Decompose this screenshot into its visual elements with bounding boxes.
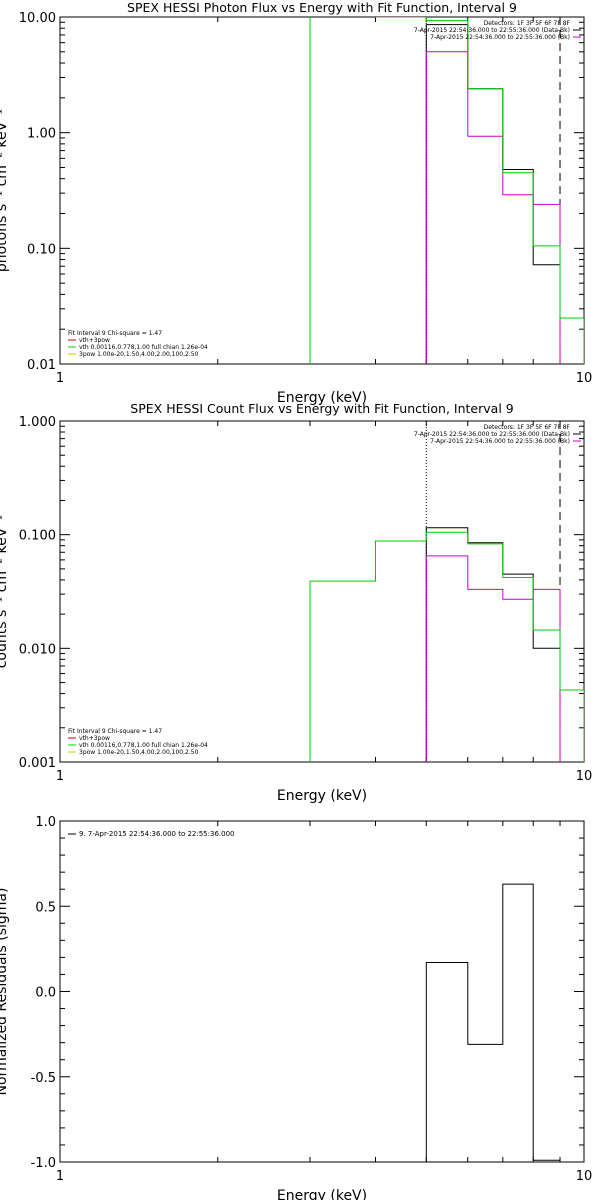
y-tick-label: -1.0: [31, 1156, 56, 1171]
y-tick-label: 0.010: [19, 642, 56, 657]
y-tick-label: 10.00: [19, 11, 56, 26]
legend-entry: Detectors: 1F 3F 5F 6F 7F 8F: [484, 424, 571, 431]
series-line-1: [425, 527, 561, 762]
plot-frame: [59, 420, 585, 763]
chart-panel-3: 1 10 Energy (keV) -1.0 -0.5 0.0 0.5 1.0 Normaliz…: [0, 815, 592, 1200]
x-tick-label: 1: [56, 371, 64, 386]
chart-panel-1: SPEX HESSI Photon Flux vs Energy with Fi…: [0, 0, 592, 406]
legend-entry: 7-Apr-2015 22:54:36.000 to 22:55:36.000 …: [430, 34, 570, 41]
y-tick-label: 0.0: [35, 986, 56, 1001]
y-tick-label: 0.001: [19, 756, 56, 771]
series-line-3: [309, 531, 584, 762]
series-line-1: [425, 24, 561, 364]
y-tick-label: 0.5: [35, 900, 56, 915]
chart-panel-2: SPEX HESSI Count Flux vs Energy with Fit…: [0, 401, 592, 804]
y-axis-label: counts s⁻¹ cm⁻² keV⁻¹: [0, 515, 10, 669]
y-axis-label: photons s⁻¹ cm⁻² keV⁻¹: [0, 109, 10, 272]
y-tick-label: 1.000: [19, 415, 56, 430]
x-tick-label: 10: [576, 371, 593, 386]
legend-entry: 3pow 1.00e-20,1.50,4.00,2.00,100,2.50: [79, 351, 199, 358]
y-tick-label: 1.00: [27, 127, 56, 142]
legend-entry: vth 0.00116,0.778,1.00 full chian 1.26e-…: [79, 742, 208, 749]
x-tick-label: 1: [56, 769, 64, 784]
x-tick-label: 1: [56, 1169, 64, 1184]
series-line-2: [425, 555, 561, 762]
legend-entry: Fit Interval 9 Chi-square = 1.47: [68, 330, 162, 337]
y-axis-label: Normalized Residuals (sigma): [0, 888, 10, 1096]
plot-frame: [59, 16, 585, 365]
legend-entry: 7-Apr-2015 22:54:36.000 to 22:55:36.000 …: [414, 27, 570, 34]
legend-entry: 7-Apr-2015 22:54:36.000 to 22:55:36.000 …: [430, 438, 570, 445]
series-group: [309, 17, 584, 364]
y-tick-label: 1.0: [35, 815, 56, 830]
plot-frame: [59, 820, 585, 1163]
series-line-2: [425, 51, 561, 364]
x-axis-label: Energy (keV): [277, 788, 367, 804]
y-tick-label: -0.5: [31, 1071, 56, 1086]
y-tick-label: 0.10: [27, 242, 56, 257]
y-tick-label: 0.100: [19, 529, 56, 544]
x-tick-label: 10: [576, 1169, 593, 1184]
legend-entry: vth+3pow: [79, 735, 110, 742]
series-group: [425, 883, 561, 1162]
x-axis-label: Energy (keV): [277, 1188, 367, 1200]
x-tick-label: 10: [576, 769, 593, 784]
chart-title: SPEX HESSI Count Flux vs Energy with Fit…: [130, 401, 513, 416]
series-line-1: [425, 883, 561, 1162]
legend-entry: Detectors: 1F 3F 5F 6F 7F 8F: [484, 20, 571, 27]
legend-entry: 9. 7-Apr-2015 22:54:36.000 to 22:55:36.0…: [79, 830, 234, 838]
legend-entry: vth+3pow: [79, 337, 110, 344]
y-tick-label: 0.01: [27, 358, 56, 373]
series-group: [309, 527, 584, 762]
legend-entry: Fit Interval 9 Chi-square = 1.47: [68, 728, 162, 735]
legend-entry: 3pow 1.00e-20,1.50,4.00,2.00,100,2.50: [79, 749, 199, 756]
series-line-3: [309, 17, 584, 364]
legend-entry: 7-Apr-2015 22:54:36.000 to 22:55:36.000 …: [414, 431, 570, 438]
chart-title: SPEX HESSI Photon Flux vs Energy with Fi…: [127, 0, 517, 15]
legend-entry: vth 0.00116,0.778,1.00 full chian 1.26e-…: [79, 344, 208, 351]
x-axis-label: Energy (keV): [277, 390, 367, 406]
